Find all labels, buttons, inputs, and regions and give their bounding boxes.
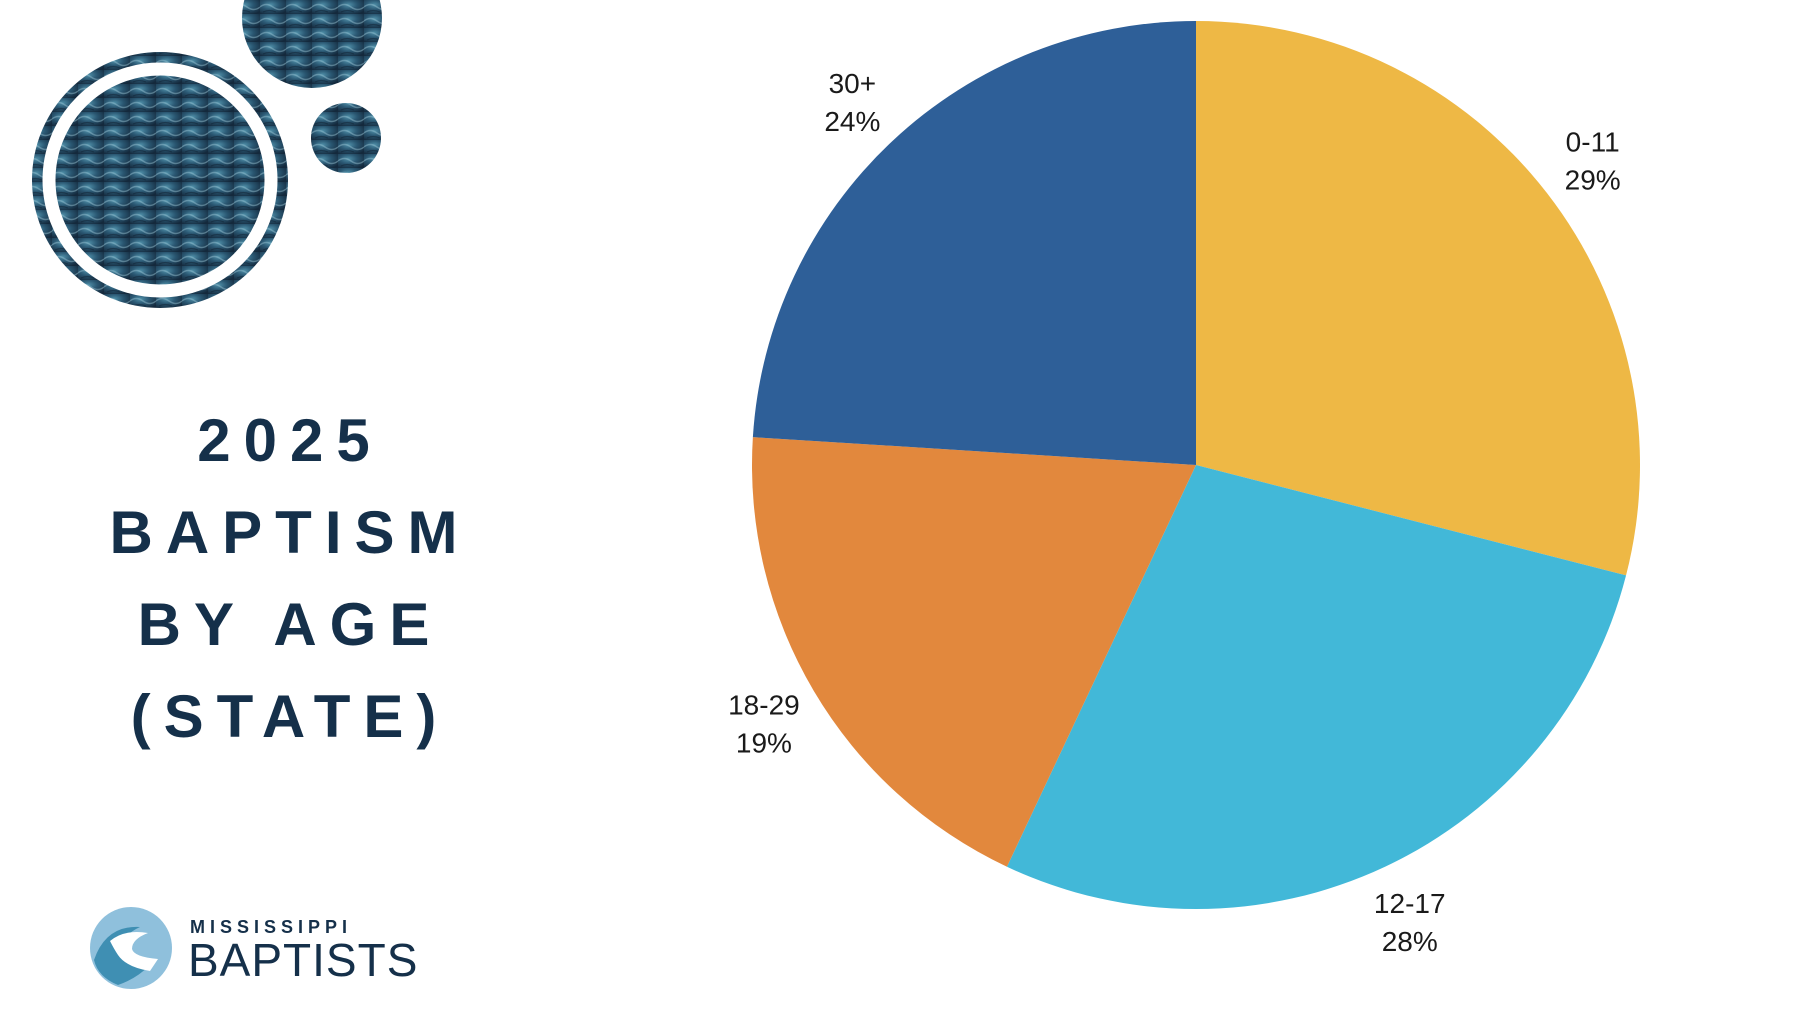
decorative-water-circles — [32, 0, 382, 308]
logo-wave-icon — [90, 907, 172, 989]
slice-label-18-29: 18-29 19% — [728, 690, 800, 759]
slice-label-name: 30+ — [829, 68, 877, 99]
pie-slice-18-29 — [752, 437, 1196, 867]
slice-label-30-plus: 30+ 24% — [824, 68, 880, 137]
slice-label-0-11: 0-11 29% — [1565, 126, 1621, 195]
slice-label-name: 12-17 — [1374, 888, 1446, 919]
pie-slice-0-11 — [1196, 21, 1640, 576]
slice-label-percent: 29% — [1565, 164, 1621, 195]
logo-text-mississippi: MISSISSIPPI — [190, 917, 353, 937]
slice-label-percent: 19% — [736, 728, 792, 759]
slice-label-name: 18-29 — [728, 690, 800, 721]
title-line-year: 2025 — [197, 407, 383, 474]
logo-text-baptists: BAPTISTS — [188, 934, 419, 986]
slice-label-percent: 24% — [824, 106, 880, 137]
pie-slice-30-plus — [752, 21, 1196, 465]
title-line-state: (STATE) — [130, 683, 450, 750]
mississippi-baptists-logo: MISSISSIPPI BAPTISTS — [88, 905, 428, 995]
slice-label-name: 0-11 — [1566, 126, 1620, 157]
slice-label-percent: 28% — [1382, 926, 1438, 957]
title-line-baptism: BAPTISM — [109, 499, 471, 566]
water-circle-top — [242, 0, 382, 88]
water-circle-large-outer — [32, 52, 288, 308]
pie-slice-12-17 — [1006, 465, 1627, 909]
title-line-by-age: BY AGE — [137, 591, 443, 658]
water-circle-ring — [42, 62, 278, 298]
slice-label-12-17: 12-17 28% — [1374, 888, 1446, 957]
water-circle-small — [311, 103, 381, 173]
chart-title: 2025 BAPTISM BY AGE (STATE) — [40, 395, 540, 763]
